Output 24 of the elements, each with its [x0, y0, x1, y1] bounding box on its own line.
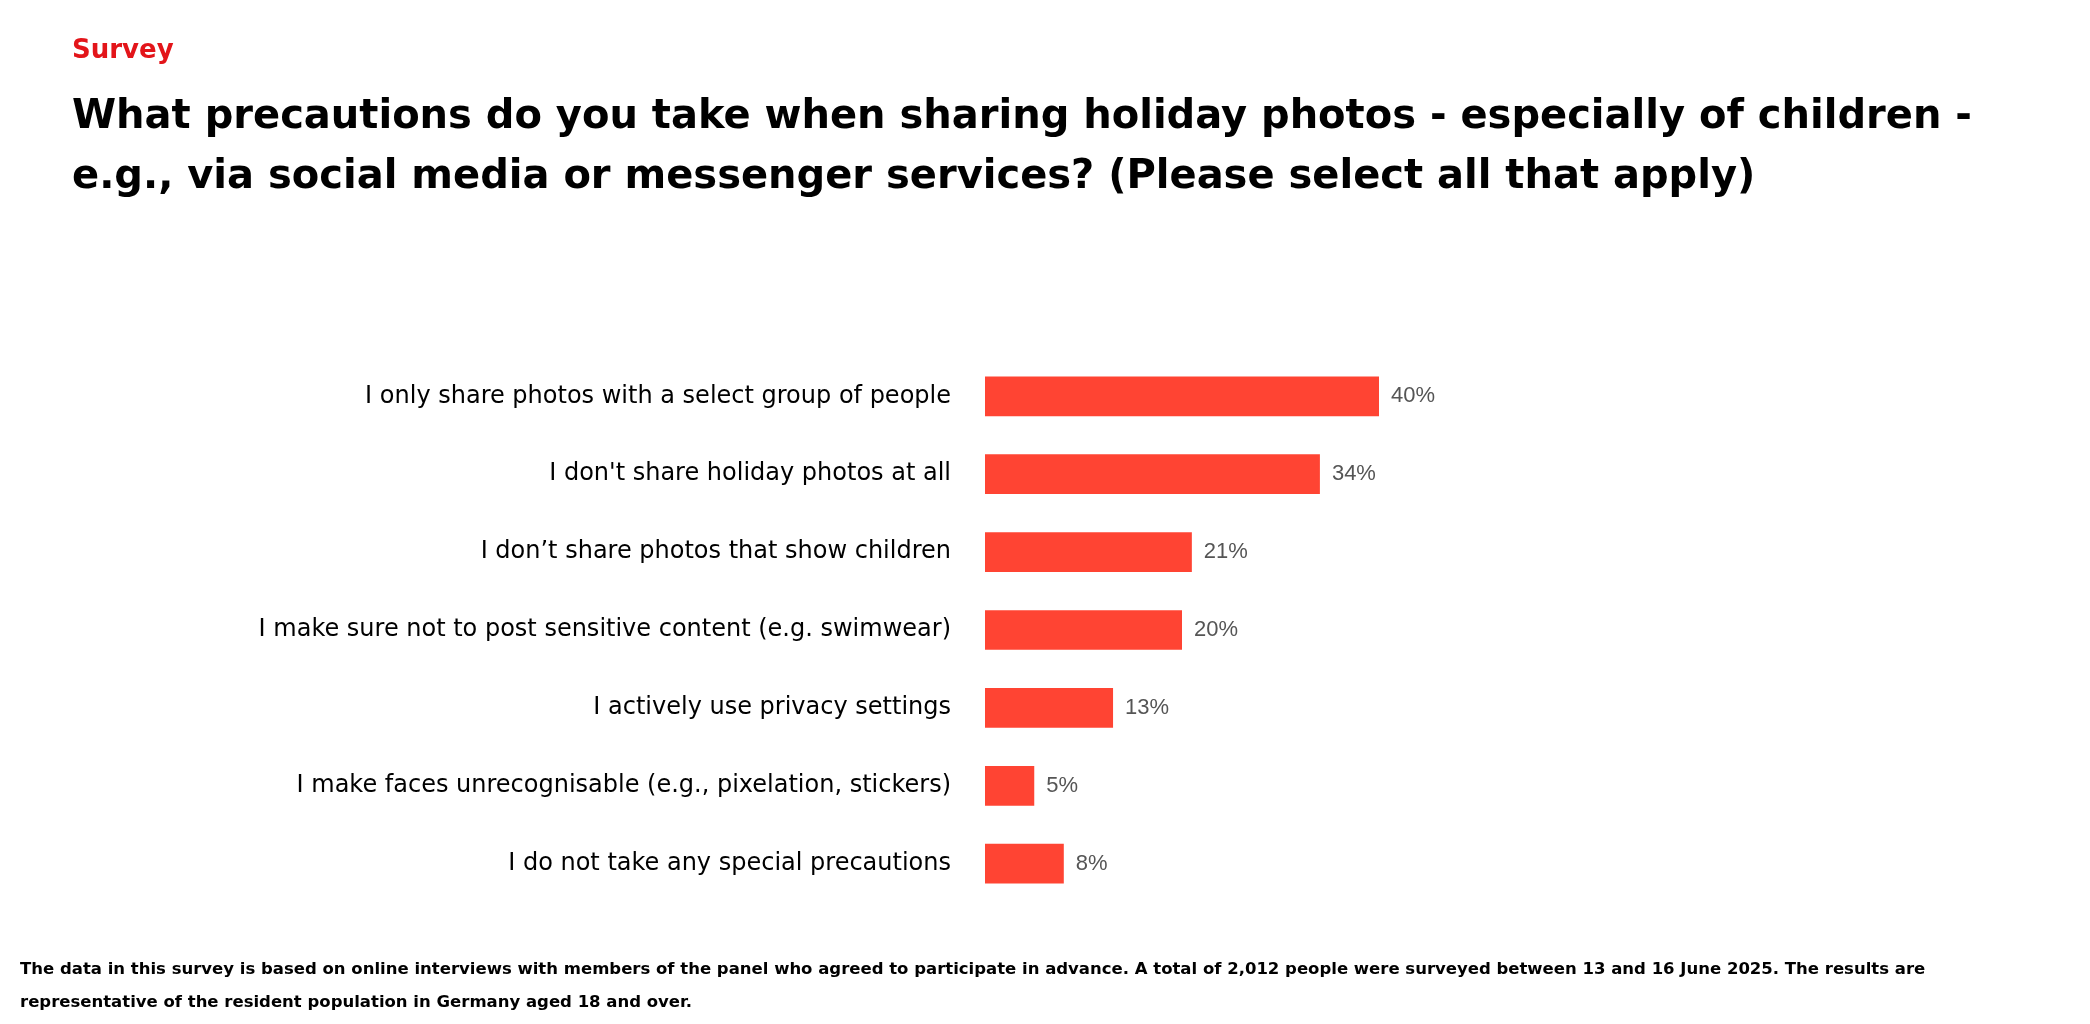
y-tick-label: I don’t share photos that show children [480, 536, 951, 565]
bar [985, 610, 1182, 650]
bar [985, 376, 1379, 417]
y-tick-label: I only share photos with a select group of people [365, 380, 951, 409]
data-label: 21% [1203, 538, 1248, 564]
bar [985, 843, 1064, 884]
bar [985, 765, 1035, 806]
bar [985, 454, 1320, 495]
data-label: 40% [1391, 382, 1436, 408]
y-tick-label: I do not take any special precautions [508, 847, 951, 876]
data-label: 20% [1194, 616, 1239, 642]
data-label: 5% [1046, 771, 1079, 797]
y-tick-label: I actively use privacy settings [593, 692, 951, 721]
bar [985, 688, 1114, 728]
y-tick-label: I don't share holiday photos at all [549, 458, 951, 487]
y-tick-label: I make faces unrecognisable (e.g., pixelation, stickers) [296, 770, 951, 799]
data-label: 13% [1125, 693, 1170, 719]
y-tick-label: I make sure not to post sensitive content (e.g. swimwear) [258, 614, 951, 643]
data-label: 8% [1075, 849, 1108, 875]
data-label: 34% [1331, 460, 1376, 486]
text: The data in this survey is based on online interviews with members of the panel who agreed to participate in advance. A total of 2,012 people were surveyed between 13 and 16 June 2025. The results are representative of the resident population in Germany aged 18 and over. [20, 958, 1927, 1013]
chart-title: What precautions do you take when sharing holiday photos - especially of children - e.g., via social media or messenger services? (Please select all that apply) [72, 90, 1973, 199]
bar [985, 532, 1192, 572]
text: Survey [72, 34, 174, 64]
